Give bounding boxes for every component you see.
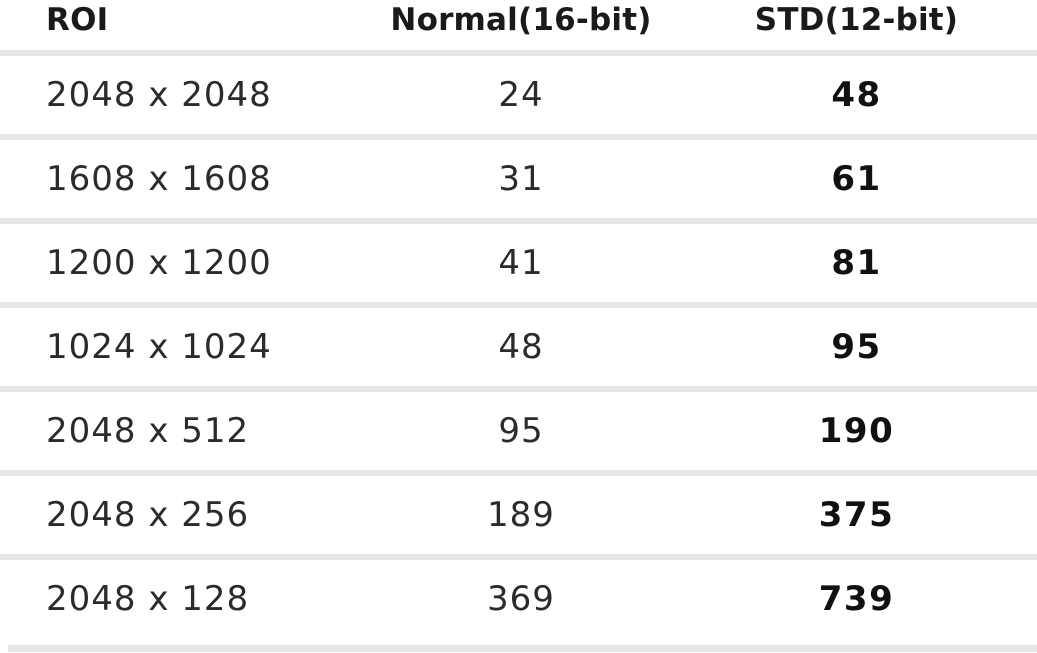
cell-std: 81 xyxy=(831,243,882,283)
roi-framerate-table: ROI Normal(16-bit) STD(12-bit) 2048 x 20… xyxy=(0,0,1037,638)
cell-normal: 24 xyxy=(498,75,544,115)
cell-normal: 41 xyxy=(498,243,544,283)
header-roi: ROI xyxy=(46,2,109,38)
cell-roi: 2048 x 128 xyxy=(46,579,250,619)
cell-roi: 2048 x 512 xyxy=(46,411,250,451)
table-row: 1024 x 1024 48 95 xyxy=(0,308,1037,392)
cell-std: 95 xyxy=(831,327,882,367)
table-row: 2048 x 512 95 190 xyxy=(0,392,1037,476)
header-normal: Normal(16-bit) xyxy=(390,2,652,38)
table-row: 2048 x 256 189 375 xyxy=(0,476,1037,560)
cell-roi: 1024 x 1024 xyxy=(46,327,272,367)
cell-normal: 48 xyxy=(498,327,544,367)
table-row: 2048 x 128 369 739 xyxy=(0,560,1037,638)
table-bottom-separator xyxy=(8,645,1037,652)
cell-roi: 2048 x 256 xyxy=(46,495,250,535)
cell-roi: 1200 x 1200 xyxy=(46,243,272,283)
table-header-row: ROI Normal(16-bit) STD(12-bit) xyxy=(0,0,1037,56)
cell-normal: 189 xyxy=(487,495,555,535)
cell-std: 375 xyxy=(818,495,895,535)
table-row: 1608 x 1608 31 61 xyxy=(0,140,1037,224)
cell-normal: 369 xyxy=(487,579,555,619)
table-row: 1200 x 1200 41 81 xyxy=(0,224,1037,308)
table-row: 2048 x 2048 24 48 xyxy=(0,56,1037,140)
cell-normal: 95 xyxy=(498,411,544,451)
cell-roi: 2048 x 2048 xyxy=(46,75,272,115)
cell-normal: 31 xyxy=(498,159,544,199)
cell-roi: 1608 x 1608 xyxy=(46,159,272,199)
cell-std: 190 xyxy=(818,411,895,451)
header-std: STD(12-bit) xyxy=(754,2,959,38)
cell-std: 48 xyxy=(831,75,882,115)
cell-std: 61 xyxy=(831,159,882,199)
cell-std: 739 xyxy=(818,579,895,619)
